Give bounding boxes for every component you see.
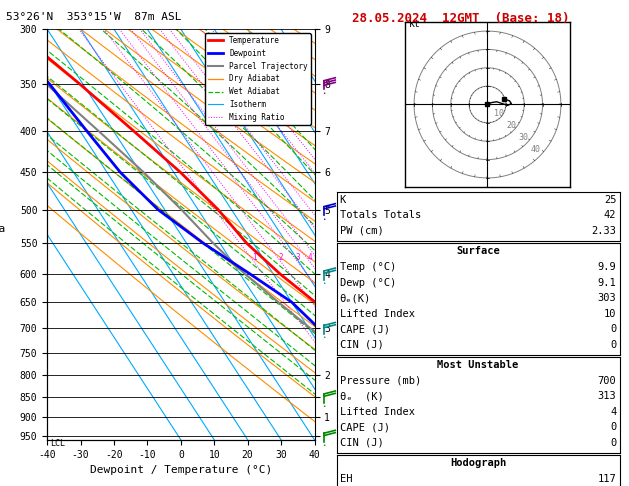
Text: 9.1: 9.1 (598, 278, 616, 288)
Text: CIN (J): CIN (J) (340, 438, 384, 448)
Text: Dewp (°C): Dewp (°C) (340, 278, 396, 288)
Text: 0: 0 (610, 438, 616, 448)
Text: 42: 42 (604, 210, 616, 221)
Text: 9.9: 9.9 (598, 262, 616, 272)
Text: 28.05.2024  12GMT  (Base: 18): 28.05.2024 12GMT (Base: 18) (352, 12, 570, 25)
Legend: Temperature, Dewpoint, Parcel Trajectory, Dry Adiabat, Wet Adiabat, Isotherm, Mi: Temperature, Dewpoint, Parcel Trajectory… (204, 33, 311, 125)
Text: •: • (322, 443, 326, 448)
Text: Surface: Surface (456, 246, 500, 257)
Text: 4: 4 (308, 253, 312, 262)
Text: CAPE (J): CAPE (J) (340, 324, 389, 334)
Text: 700: 700 (598, 376, 616, 386)
Text: •: • (322, 281, 326, 286)
Text: 40: 40 (530, 145, 540, 154)
Text: 0: 0 (610, 422, 616, 433)
Text: 2.33: 2.33 (591, 226, 616, 236)
Text: 10: 10 (604, 309, 616, 319)
Text: Hodograph: Hodograph (450, 458, 506, 469)
Text: CIN (J): CIN (J) (340, 340, 384, 350)
Text: 1: 1 (252, 253, 257, 262)
Text: 10: 10 (494, 109, 504, 119)
Text: 313: 313 (598, 391, 616, 401)
Text: •: • (322, 404, 326, 409)
Text: 117: 117 (598, 474, 616, 484)
Text: θₑ  (K): θₑ (K) (340, 391, 384, 401)
Text: 0: 0 (610, 340, 616, 350)
Text: Temp (°C): Temp (°C) (340, 262, 396, 272)
Text: Lifted Index: Lifted Index (340, 407, 415, 417)
Text: 303: 303 (598, 293, 616, 303)
Text: CAPE (J): CAPE (J) (340, 422, 389, 433)
Text: 4: 4 (610, 407, 616, 417)
Text: Pressure (mb): Pressure (mb) (340, 376, 421, 386)
Text: K: K (340, 195, 346, 205)
Text: •: • (322, 217, 326, 222)
Text: 30: 30 (518, 133, 528, 142)
Text: 25: 25 (604, 195, 616, 205)
Text: 0: 0 (610, 324, 616, 334)
Text: 53°26'N  353°15'W  87m ASL: 53°26'N 353°15'W 87m ASL (6, 12, 182, 22)
Text: LCL: LCL (50, 439, 65, 449)
Text: 2: 2 (279, 253, 283, 262)
Text: 3: 3 (296, 253, 300, 262)
Text: •: • (322, 335, 326, 340)
Text: 20: 20 (506, 122, 516, 130)
Text: kt: kt (408, 19, 420, 29)
Text: Lifted Index: Lifted Index (340, 309, 415, 319)
Y-axis label: km
ASL: km ASL (347, 235, 364, 256)
Text: •: • (322, 90, 326, 96)
Text: PW (cm): PW (cm) (340, 226, 384, 236)
X-axis label: Dewpoint / Temperature (°C): Dewpoint / Temperature (°C) (90, 465, 272, 475)
Text: Totals Totals: Totals Totals (340, 210, 421, 221)
Y-axis label: hPa: hPa (0, 225, 5, 235)
Text: EH: EH (340, 474, 352, 484)
Text: Most Unstable: Most Unstable (437, 360, 519, 370)
Text: θₑ(K): θₑ(K) (340, 293, 371, 303)
